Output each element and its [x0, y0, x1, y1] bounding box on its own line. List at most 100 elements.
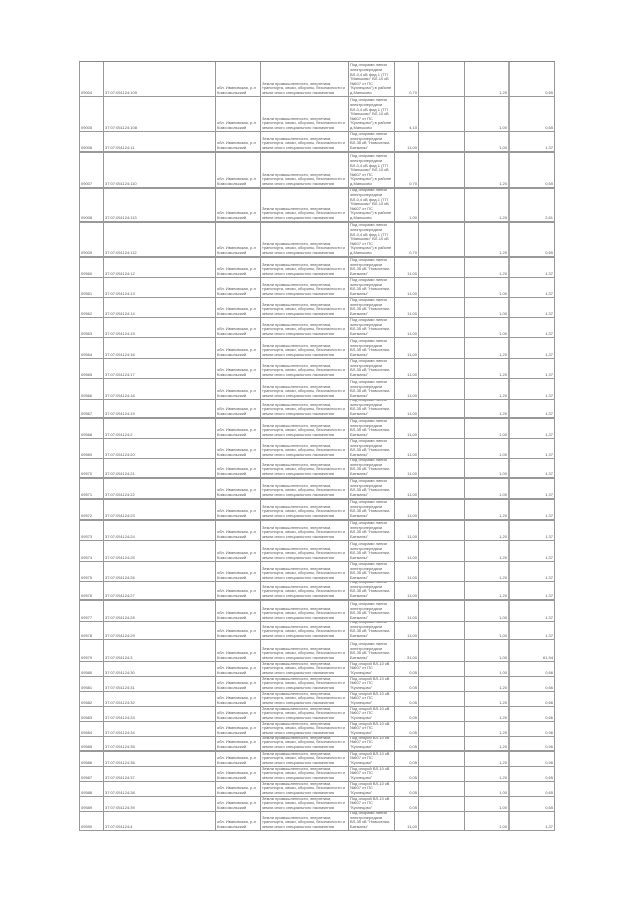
- cell-area-text: 11,00: [407, 270, 417, 276]
- table-row: 09590 37:07:051124:4 обл. Ивановская, р-н …: [80, 812, 555, 831]
- table-row: 09004 37:07:051124:109 обл. Ивановская, р-…: [80, 62, 555, 97]
- table-row: 09007 37:07:051124:110 обл. Ивановская, р-…: [80, 153, 555, 189]
- cell-address: обл. Ивановская, р-н Комсомольский: [216, 459, 261, 477]
- cell-value-text: 1,37: [545, 592, 553, 598]
- cell-coefficient: 1,20: [465, 582, 510, 599]
- cell-land-category-text: Земли промышленности, энергетики, трансп…: [262, 503, 345, 518]
- cell-address-text: обл. Ивановская, р-н Комсомольский: [217, 85, 256, 95]
- cell-description-text: Под опорой ВЛ-10 кВ №607 от ПС "Кузнецов…: [350, 797, 390, 810]
- cell-coefficient: 1,00: [465, 97, 510, 131]
- table-row: 09562 37:07:051124:14 обл. Ивановская, р-н…: [80, 298, 555, 318]
- cell-empty: [419, 223, 465, 256]
- cell-land-category: Земли промышленности, энергетики, трансп…: [261, 338, 349, 358]
- cell-coefficient-text: 1,20: [499, 554, 507, 560]
- cell-id-text: 09564: [81, 351, 93, 357]
- land-plots-table: 09004 37:07:051124:109 обл. Ивановская, р-…: [79, 61, 555, 831]
- table-row: 09008 37:07:051124:113 обл. Ивановская, р-…: [80, 189, 555, 223]
- cell-value: 1,37: [510, 459, 555, 477]
- cell-land-category-text: Земли промышленности, энергетики, трансп…: [262, 662, 345, 675]
- table-row: 09005 37:07:051124:108 обл. Ивановская, р-…: [80, 97, 555, 132]
- cell-cadastral-number: 37:07:051124:109: [104, 62, 216, 96]
- cell-coefficient: 1,00: [465, 601, 510, 621]
- cell-description-text: Под опорами линии электропередачи ВЛ-0,4…: [350, 189, 392, 220]
- cell-value-text: 1,37: [545, 632, 553, 638]
- cell-cadastral-number: 37:07:051124:108: [104, 97, 216, 131]
- table-row: 09587 37:07:051124:37 обл. Ивановская, р-н…: [80, 767, 555, 782]
- cell-cadastral-number: 37:07:051124:22: [104, 479, 216, 498]
- cell-land-category-text: Земли промышленности, энергетики, трансп…: [262, 261, 345, 276]
- cell-area-text: 11,00: [407, 632, 417, 638]
- table-row: 09588 37:07:051124:38 обл. Ивановская, р-н…: [80, 782, 555, 797]
- cell-cadastral-number: 37:07:051124:33: [104, 707, 216, 721]
- cell-land-category-text: Земли промышленности, энергетики, трансп…: [262, 797, 345, 810]
- cell-area-text: 11,00: [407, 392, 417, 398]
- cell-address: обл. Ивановская, р-н Комсомольский: [216, 521, 261, 540]
- cell-description-text: Под опорами линии электропередачи ВЛ-35 …: [350, 479, 391, 497]
- cell-value: 1,37: [510, 500, 555, 519]
- cell-empty: [419, 707, 465, 721]
- cell-coefficient: 1,00: [465, 318, 510, 337]
- cell-cadastral-number-text: 37:07:051124:24: [105, 533, 135, 539]
- cell-description-text: Под опорами линии электропередачи ВЛ-35 …: [350, 379, 391, 398]
- cell-cadastral-number-text: 37:07:051124:108: [105, 124, 137, 130]
- cell-cadastral-number: 37:07:051124:28: [104, 601, 216, 621]
- cell-coefficient-text: 1,20: [499, 774, 507, 780]
- cell-cadastral-number: 37:07:051124:2: [104, 419, 216, 438]
- cell-description: Под опорами линии электропередачи ВЛ-35 …: [349, 500, 395, 519]
- cell-land-category: Земли промышленности, энергетики, трансп…: [261, 439, 349, 458]
- cell-empty: [419, 662, 465, 676]
- cell-coefficient: 1,00: [465, 812, 510, 830]
- cell-id-text: 09007: [81, 180, 93, 186]
- cell-description-text: Под опорами линии электропередачи ВЛ-0,4…: [350, 153, 392, 186]
- cell-value-text: 1,37: [545, 491, 553, 497]
- cell-value-text: 1,37: [545, 470, 553, 476]
- cell-value-text: 1,37: [545, 330, 553, 336]
- cell-land-category-text: Земли промышленности, энергетики, трансп…: [262, 383, 345, 398]
- cell-coefficient: 1,20: [465, 737, 510, 750]
- cell-value: 0,66: [510, 692, 555, 706]
- cell-coefficient: 1,20: [465, 62, 510, 96]
- cell-area-text: 11,00: [407, 574, 417, 580]
- cell-coefficient: 1,20: [465, 541, 510, 561]
- cell-address-text: обл. Ивановская, р-н Комсомольский: [217, 628, 256, 638]
- cell-value: 1,37: [510, 359, 555, 378]
- cell-address-text: обл. Ивановская, р-н Комсомольский: [217, 140, 256, 150]
- cell-value-text: 0,65: [545, 89, 553, 95]
- cell-area: 0,05: [395, 662, 419, 676]
- cell-id: 09588: [80, 782, 104, 796]
- table-row: 09582 37:07:051124:32 обл. Ивановская, р-н…: [80, 692, 555, 707]
- cell-cadastral-number-text: 37:07:051124:13: [105, 290, 135, 296]
- cell-value-text: 1,37: [545, 554, 553, 560]
- cell-coefficient-text: 1,00: [499, 470, 507, 476]
- cell-value: 1,37: [510, 318, 555, 337]
- cell-id-text: 09562: [81, 310, 93, 316]
- cell-coefficient-text: 1,20: [499, 214, 507, 220]
- cell-address: обл. Ивановская, р-н Комсомольский: [216, 479, 261, 498]
- cell-address-text: обл. Ивановская, р-н Комсомольский: [217, 755, 256, 765]
- table-row: 09570 37:07:051124:21 обл. Ивановская, р-н…: [80, 459, 555, 479]
- cell-value-text: 0,96: [545, 743, 553, 749]
- cell-cadastral-number: 37:07:051124:19: [104, 400, 216, 417]
- cell-address: обл. Ивановская, р-н Комсомольский: [216, 812, 261, 830]
- cell-address-text: обл. Ивановская, р-н Комсомольский: [217, 487, 256, 497]
- cell-id: 09561: [80, 278, 104, 297]
- cell-empty: [419, 622, 465, 639]
- cell-value: 0,65: [510, 767, 555, 781]
- cell-description-text: Под опорой ВЛ-10 кВ №607 от ПС "Кузнецов…: [350, 677, 390, 690]
- cell-area: 0,05: [395, 737, 419, 750]
- cell-address: обл. Ивановская, р-н Комсомольский: [216, 189, 261, 221]
- table-row: 09566 37:07:051124:18 обл. Ивановская, р-н…: [80, 379, 555, 400]
- cell-description: Под опорами линии электропередачи ВЛ-35 …: [349, 541, 395, 561]
- cell-id-text: 09586: [81, 759, 93, 765]
- cell-id: 09564: [80, 338, 104, 358]
- cell-description-text: Под опорой ВЛ-10 кВ №607 от ПС "Кузнецов…: [350, 752, 390, 765]
- cell-cadastral-number-text: 37:07:051124:18: [105, 392, 135, 398]
- cell-value-text: 2,61: [545, 214, 553, 220]
- cell-id-text: 09583: [81, 714, 93, 720]
- cell-id-text: 09588: [81, 789, 93, 795]
- cell-address: обл. Ивановская, р-н Комсомольский: [216, 562, 261, 581]
- cell-coefficient: 1,20: [465, 258, 510, 277]
- cell-description-text: Под опорами линии электропередачи ВЛ-35 …: [350, 338, 391, 357]
- cell-empty: [419, 153, 465, 187]
- cell-address-text: обл. Ивановская, р-н Комсомольский: [217, 266, 256, 276]
